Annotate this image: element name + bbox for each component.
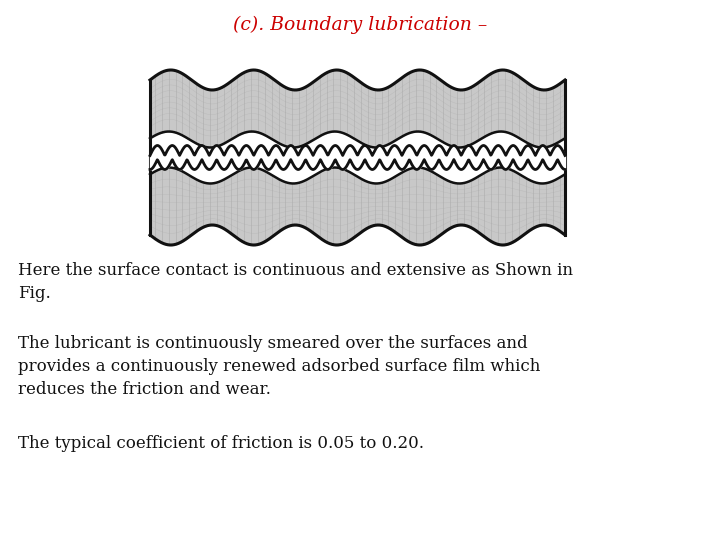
Text: (c). Boundary lubrication –: (c). Boundary lubrication – <box>233 16 487 34</box>
Text: Here the surface contact is continuous and extensive as Shown in
Fig.: Here the surface contact is continuous a… <box>18 262 573 302</box>
Text: The lubricant is continuously smeared over the surfaces and
provides a continuou: The lubricant is continuously smeared ov… <box>18 335 541 397</box>
Text: The typical coefficient of friction is 0.05 to 0.20.: The typical coefficient of friction is 0… <box>18 435 424 452</box>
